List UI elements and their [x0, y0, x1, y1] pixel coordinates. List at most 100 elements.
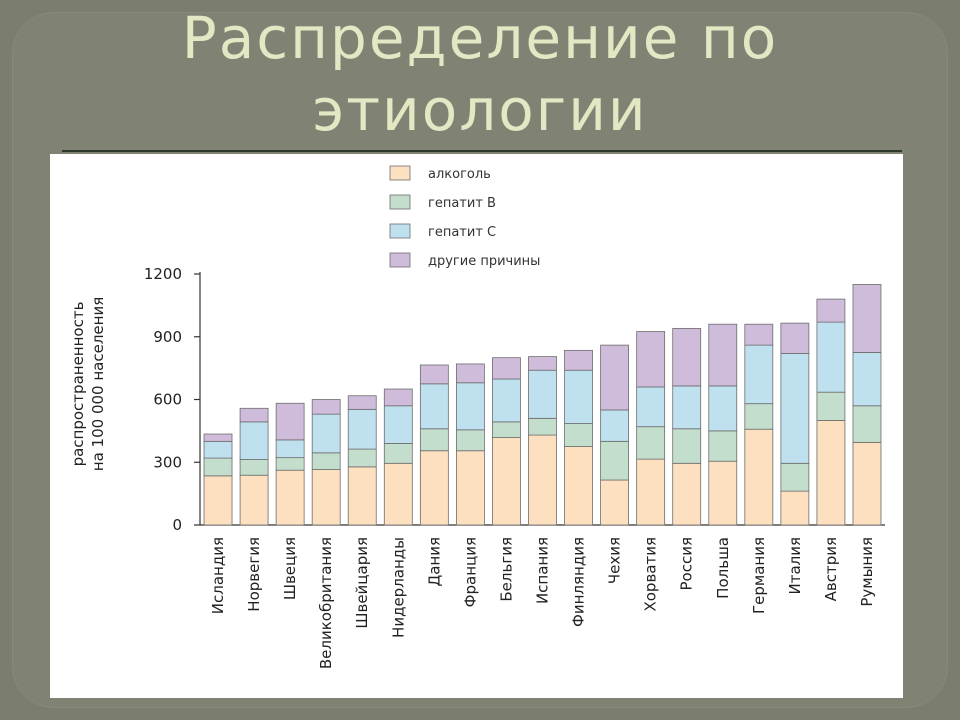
bar-stack-12	[636, 331, 666, 526]
bar-segment-18-2	[852, 352, 882, 407]
bar-segment-17-1	[816, 391, 846, 421]
legend-swatch-2	[389, 223, 411, 239]
bar-segment-1-0	[239, 474, 269, 526]
x-tick-label-0: Исландия	[209, 537, 227, 614]
bar-stack-14	[708, 323, 738, 526]
legend-swatch-3	[389, 252, 411, 268]
bar-segment-12-2	[636, 386, 666, 428]
bar-segment-11-1	[600, 440, 630, 481]
bar-segment-5-3	[383, 388, 413, 407]
bar-segment-6-1	[419, 428, 449, 452]
legend-swatch-0	[389, 165, 411, 181]
bar-segment-12-1	[636, 426, 666, 460]
x-tick-label-15: Германия	[750, 537, 768, 614]
x-tick-label-10: Финляндия	[570, 537, 588, 627]
bar-segment-1-3	[239, 407, 269, 423]
bar-stack-18	[852, 284, 882, 526]
bar-segment-6-2	[419, 383, 449, 430]
bar-segment-5-1	[383, 443, 413, 464]
bar-stack-1	[239, 407, 269, 526]
title-line-2: этиологии	[312, 76, 648, 144]
bar-segment-14-0	[708, 460, 738, 526]
bar-segment-14-1	[708, 430, 738, 462]
y-tick-label-0: 0	[172, 516, 182, 534]
x-tick-label-3: Великобритания	[317, 537, 335, 669]
y-tick-label-3: 900	[153, 328, 182, 346]
slide-title: Распределение по этиологии	[0, 2, 960, 146]
bar-segment-7-3	[455, 363, 485, 384]
x-tick-label-12: Хорватия	[642, 537, 660, 612]
bar-stack-11	[600, 344, 630, 526]
bar-segment-16-3	[780, 322, 810, 354]
bar-segment-9-0	[528, 434, 557, 526]
bar-stack-10	[564, 349, 593, 526]
bar-segment-7-2	[455, 382, 485, 431]
bar-segment-8-1	[492, 421, 521, 438]
stacked-bar-chart: алкоголь гепатит B гепатит C другие причины…	[69, 165, 885, 669]
bar-segment-17-3	[816, 298, 846, 323]
legend-label-3: другие причины	[428, 254, 540, 269]
bar-segment-0-2	[203, 440, 233, 459]
bar-stack-2	[275, 402, 305, 526]
y-tick-label-1: 300	[153, 453, 182, 471]
x-tick-label-2: Швеция	[281, 537, 299, 600]
legend-swatch-1	[389, 194, 411, 210]
bar-segment-13-3	[672, 327, 702, 387]
x-tick-label-11: Чехия	[606, 537, 624, 584]
x-tick-label-8: Бельгия	[497, 537, 515, 602]
legend-label-1: гепатит B	[428, 196, 496, 211]
bar-segment-3-3	[311, 399, 341, 415]
bar-segment-10-0	[564, 446, 593, 526]
bar-segment-3-1	[311, 452, 341, 470]
bar-segment-16-1	[780, 462, 810, 492]
bar-stack-4	[347, 395, 377, 526]
bar-stack-0	[203, 433, 233, 526]
x-tick-label-6: Дания	[425, 537, 443, 587]
bar-segment-15-0	[744, 428, 774, 526]
y-tick-label-4: 1200	[144, 265, 182, 283]
bar-segment-8-3	[492, 357, 521, 380]
bar-segment-4-3	[347, 395, 377, 410]
bar-segment-2-1	[275, 457, 305, 471]
bar-segment-4-0	[347, 466, 377, 526]
bar-stack-9	[528, 356, 557, 526]
bar-series	[203, 284, 882, 526]
bar-segment-15-1	[744, 403, 774, 430]
bar-segment-3-0	[311, 469, 341, 526]
title-divider	[62, 150, 902, 152]
bar-segment-8-0	[492, 437, 521, 526]
bar-segment-13-1	[672, 428, 702, 464]
y-axis-title-line-1: распространенность	[69, 302, 87, 467]
bar-segment-10-3	[564, 349, 593, 371]
bar-segment-13-2	[672, 385, 702, 430]
bar-segment-7-0	[455, 450, 485, 526]
bar-segment-11-2	[600, 409, 630, 442]
y-axis-title-line-2: на 100 000 населения	[89, 297, 107, 471]
bar-segment-2-2	[275, 439, 305, 459]
bar-segment-16-0	[780, 490, 810, 526]
bar-stack-7	[455, 363, 485, 526]
bar-segment-6-3	[419, 364, 449, 385]
bar-stack-17	[816, 298, 846, 526]
x-axis-labels: Исландия Норвегия Швеция Великобритания Швей…	[209, 537, 876, 669]
bar-segment-18-3	[852, 284, 882, 353]
y-tick-label-2: 600	[153, 391, 182, 409]
bar-segment-5-2	[383, 405, 413, 444]
bar-segment-6-0	[419, 450, 449, 526]
bar-segment-4-2	[347, 408, 377, 450]
x-tick-label-9: Испания	[534, 537, 552, 604]
bar-segment-10-2	[564, 369, 593, 424]
bar-segment-1-1	[239, 459, 269, 476]
bar-segment-15-3	[744, 323, 774, 346]
bar-segment-5-0	[383, 462, 413, 526]
bar-stack-6	[419, 364, 449, 526]
bar-segment-18-1	[852, 405, 882, 443]
bar-segment-2-0	[275, 469, 305, 526]
x-tick-label-4: Швейцария	[353, 537, 371, 629]
x-tick-label-14: Польша	[714, 537, 732, 599]
bar-segment-17-2	[816, 321, 846, 393]
bar-segment-16-2	[780, 353, 810, 464]
bar-segment-10-1	[564, 423, 593, 447]
bar-segment-8-2	[492, 378, 521, 423]
x-tick-label-13: Россия	[678, 537, 696, 591]
